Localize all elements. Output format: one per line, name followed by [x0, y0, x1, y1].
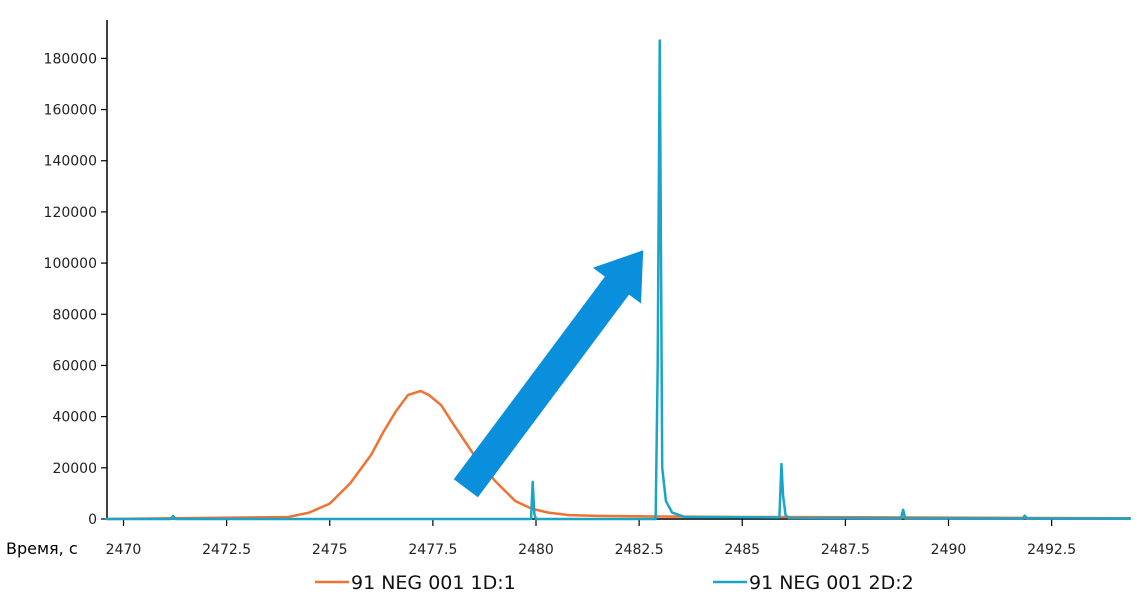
- x-tick-label: 2477.5: [408, 542, 457, 558]
- series-line-1: [105, 389, 1132, 521]
- y-tick-label: 120000: [44, 205, 97, 221]
- y-tick-label: 180000: [44, 51, 97, 67]
- y-tick-label: 160000: [44, 103, 97, 119]
- y-tick-label: 40000: [52, 410, 97, 426]
- x-tick-label: 2470: [106, 542, 142, 558]
- x-tick-label: 2472.5: [202, 542, 251, 558]
- y-tick-label: 100000: [44, 256, 97, 272]
- annotation-arrow: [453, 250, 644, 498]
- y-tick-label: 60000: [52, 358, 97, 374]
- y-tick-label: 0: [88, 512, 97, 528]
- x-tick-label: 2490: [931, 542, 967, 558]
- x-tick-label: 2485: [724, 542, 760, 558]
- x-tick-label: 2482.5: [615, 542, 664, 558]
- x-axis-label: Время, с: [6, 539, 78, 558]
- legend-label-1: 91 NEG 001 1D:1: [351, 572, 516, 594]
- y-tick-label: 20000: [52, 461, 97, 477]
- x-tick-label: 2480: [518, 542, 554, 558]
- x-tick-label: 2475: [312, 542, 348, 558]
- x-tick-label: 2492.5: [1027, 542, 1076, 558]
- annotation-layer: [453, 250, 644, 498]
- y-tick-label: 80000: [52, 307, 97, 323]
- series-layer: [105, 39, 1132, 521]
- y-ticks: 0 20000 40000 60000 80000 100000 120000 140000 1…: [44, 51, 107, 528]
- legend-label-2: 91 NEG 001 2D:2: [749, 572, 914, 594]
- series-line-2: [105, 39, 1132, 521]
- x-ticks: 2470 2472.5 2475 2477.5 2480 2482.5 2485 2487.5…: [106, 519, 1076, 558]
- legend: 91 NEG 001 1D:1 91 NEG 001 2D:2: [315, 572, 914, 594]
- y-tick-label: 140000: [44, 154, 97, 170]
- x-tick-label: 2487.5: [821, 542, 870, 558]
